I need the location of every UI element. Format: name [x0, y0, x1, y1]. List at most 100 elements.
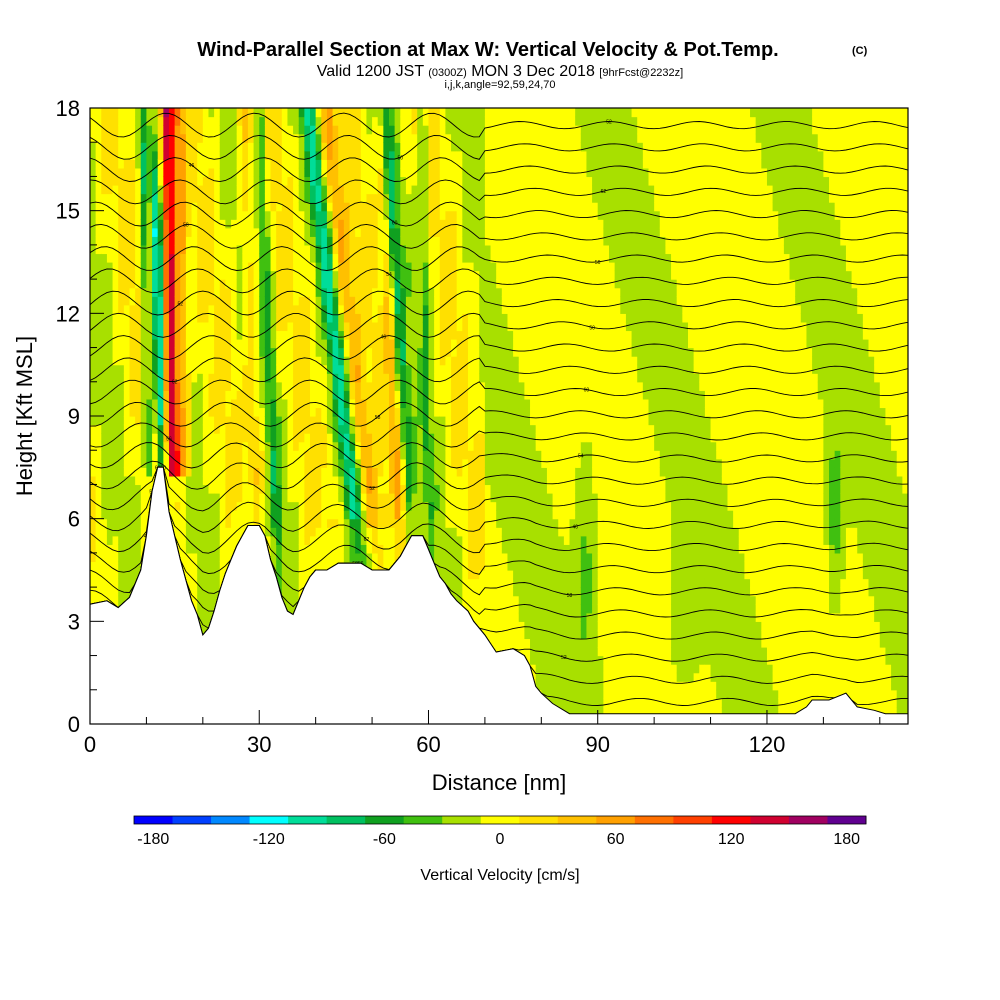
field-cell — [428, 116, 435, 126]
field-cell — [355, 390, 362, 400]
field-cell — [191, 185, 198, 195]
field-cell — [225, 133, 232, 143]
field-cell — [428, 279, 435, 289]
field-cell — [445, 578, 452, 588]
field-cell — [388, 552, 396, 563]
field-cell — [293, 441, 300, 451]
field-cell — [191, 433, 198, 443]
field-cell — [270, 296, 277, 306]
field-cell — [388, 108, 396, 118]
field-cell — [473, 185, 480, 195]
field-cell — [293, 493, 300, 503]
field-cell — [118, 535, 125, 545]
field-cell — [456, 108, 463, 118]
field-cell — [360, 202, 368, 212]
field-cell — [372, 381, 379, 391]
field-cell — [439, 484, 447, 494]
field-cell — [208, 535, 215, 545]
field-cell — [247, 185, 255, 195]
field-cell — [225, 304, 232, 314]
field-cell — [304, 133, 311, 143]
field-cell — [293, 561, 300, 571]
field-cell — [321, 373, 328, 383]
field-cell — [451, 373, 458, 383]
field-cell — [214, 484, 221, 494]
field-cell — [242, 475, 249, 486]
field-cell — [157, 416, 164, 426]
field-cell — [411, 527, 418, 537]
field-cell — [366, 416, 373, 426]
field-cell — [214, 475, 221, 486]
field-cell — [355, 210, 362, 220]
field-cell — [140, 167, 148, 178]
field-cell — [174, 159, 181, 169]
field-cell — [180, 236, 187, 246]
field-cell — [118, 450, 125, 460]
field-cell — [360, 544, 368, 554]
field-cell — [405, 356, 413, 366]
field-cell — [152, 279, 159, 289]
field-cell — [106, 364, 114, 374]
field-cell — [242, 467, 249, 477]
field-cell — [310, 552, 317, 563]
field-cell — [202, 484, 210, 494]
field-cell — [180, 467, 187, 477]
field-cell — [123, 287, 131, 297]
field-cell — [445, 390, 452, 400]
field-cell — [428, 347, 435, 357]
field-cell — [467, 304, 475, 314]
field-cell — [422, 339, 430, 349]
field-cell — [287, 236, 294, 246]
field-cell — [315, 219, 322, 229]
field-cell — [168, 373, 176, 383]
field-cell — [355, 236, 362, 246]
field-cell — [304, 561, 311, 571]
field-cell — [219, 416, 226, 426]
field-cell — [332, 501, 339, 511]
field-cell — [293, 570, 300, 580]
field-cell — [259, 501, 266, 511]
field-cell — [174, 407, 181, 417]
field-cell — [434, 467, 441, 477]
field-cell — [383, 279, 390, 289]
field-cell — [95, 458, 102, 468]
field-cell — [332, 167, 339, 178]
field-cell — [349, 185, 356, 195]
field-cell — [95, 339, 102, 349]
field-cell — [90, 484, 97, 494]
field-cell — [112, 210, 119, 220]
field-cell — [377, 108, 384, 118]
field-cell — [168, 467, 176, 477]
field-cell — [191, 330, 198, 340]
field-cell — [372, 416, 379, 426]
field-cell — [90, 167, 97, 178]
field-cell — [168, 236, 176, 246]
field-cell — [157, 125, 164, 135]
field-cell — [293, 518, 300, 528]
field-cell — [405, 227, 413, 237]
field-cell — [168, 475, 176, 486]
field-cell — [168, 159, 176, 169]
field-cell — [388, 304, 396, 314]
field-cell — [343, 467, 351, 477]
field-cell — [185, 108, 193, 118]
field-cell — [332, 493, 339, 503]
field-cell — [332, 441, 339, 451]
field-cell — [394, 450, 401, 460]
field-cell — [242, 150, 249, 160]
field-cell — [343, 167, 351, 178]
field-cell — [405, 527, 413, 537]
field-cell — [338, 296, 345, 306]
field-cell — [112, 287, 119, 297]
field-cell — [231, 373, 238, 383]
field-cell — [236, 441, 243, 451]
field-cell — [253, 321, 260, 332]
field-cell — [321, 296, 328, 306]
field-cell — [388, 475, 396, 486]
field-cell — [411, 373, 418, 383]
field-cell — [304, 544, 311, 554]
field-cell — [270, 501, 277, 511]
field-cell — [422, 150, 430, 160]
field-cell — [140, 287, 148, 297]
field-cell — [259, 390, 266, 400]
